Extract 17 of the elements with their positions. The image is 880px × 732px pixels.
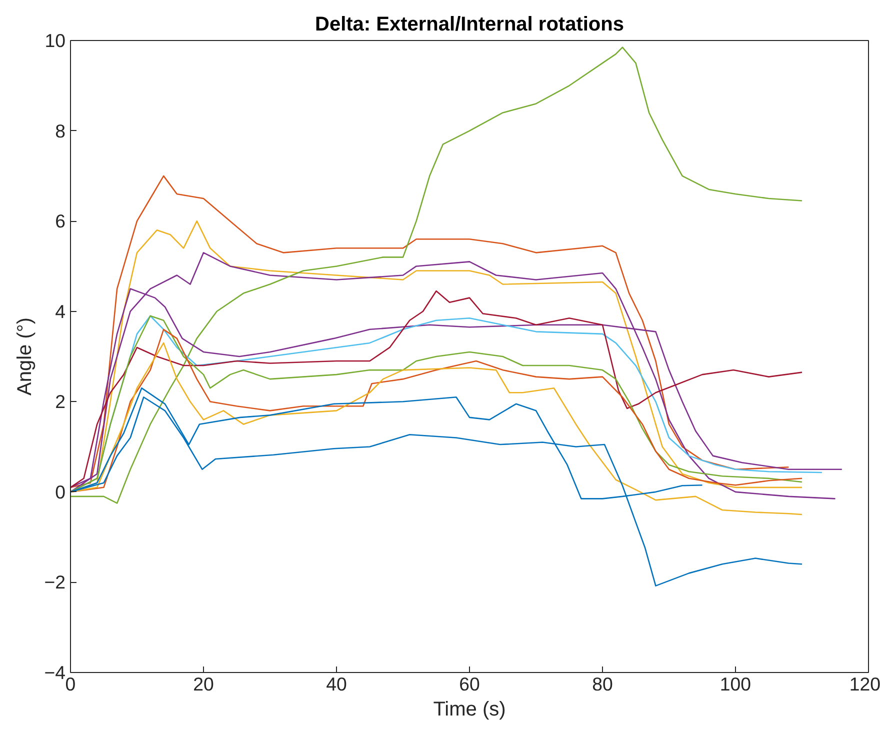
y-tick-label: 10 [44,30,66,51]
x-axis-title: Time (s) [433,698,506,720]
x-tick-label: 80 [592,674,613,694]
y-tick-label: 6 [55,210,66,232]
y-tick-label: −2 [44,572,66,593]
x-tick-label: 20 [193,674,214,694]
y-tick-label: −4 [44,662,66,683]
x-tick-label: 60 [459,674,480,694]
x-tick-label: 40 [326,674,347,694]
chart-title: Delta: External/Internal rotations [315,14,624,36]
x-tick-label: 120 [849,674,880,694]
y-tick-label: 0 [55,481,66,502]
y-tick-label: 2 [55,391,66,412]
y-axis-title: Angle (°) [14,317,36,396]
y-tick-label: 8 [55,120,66,142]
y-tick-label: 4 [55,300,66,322]
x-tick-label: 100 [720,674,752,694]
